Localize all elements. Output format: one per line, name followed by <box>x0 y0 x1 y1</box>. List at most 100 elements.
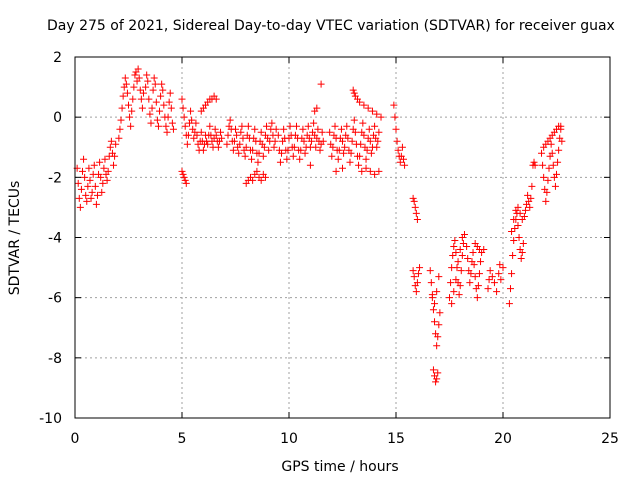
data-point <box>358 167 366 175</box>
data-point <box>449 252 457 260</box>
data-point <box>428 291 436 299</box>
data-point <box>214 143 222 151</box>
data-point <box>85 164 93 172</box>
data-point <box>511 224 519 232</box>
data-point <box>524 191 532 199</box>
data-point <box>455 291 463 299</box>
data-point <box>318 128 326 136</box>
data-point <box>190 134 198 142</box>
data-point <box>558 137 566 145</box>
data-point <box>117 116 125 124</box>
data-point <box>248 155 256 163</box>
x-tick-label: 0 <box>71 431 80 447</box>
data-point <box>360 101 368 109</box>
data-point <box>539 161 547 169</box>
data-point <box>122 80 130 88</box>
data-point <box>366 137 374 145</box>
data-point <box>127 122 135 130</box>
data-point <box>452 249 460 257</box>
y-tick-label: 0 <box>53 110 62 126</box>
data-point <box>452 276 460 284</box>
data-point <box>144 77 152 85</box>
data-point <box>505 300 513 308</box>
data-point <box>125 101 132 109</box>
data-point <box>166 89 174 97</box>
data-point <box>447 279 455 287</box>
data-point <box>557 122 565 130</box>
data-point <box>158 80 166 88</box>
data-point <box>359 119 367 127</box>
data-point <box>187 107 195 115</box>
data-point <box>136 86 144 94</box>
data-point <box>519 240 527 248</box>
data-point <box>357 140 365 148</box>
data-point <box>229 146 237 154</box>
data-point <box>366 167 374 175</box>
data-point <box>147 119 155 127</box>
grid-lines <box>75 57 610 418</box>
data-point <box>377 113 385 121</box>
data-point <box>241 152 249 160</box>
data-point <box>249 146 257 154</box>
data-point <box>239 134 247 142</box>
data-point <box>373 110 381 118</box>
data-point <box>93 191 101 199</box>
data-point <box>339 164 346 172</box>
data-point <box>261 173 269 181</box>
data-point <box>520 212 528 220</box>
data-point <box>356 98 364 106</box>
data-point <box>530 158 538 166</box>
data-point <box>115 134 123 142</box>
x-tick-label: 20 <box>494 431 512 447</box>
data-point <box>429 366 437 374</box>
data-point <box>169 125 177 133</box>
data-point <box>180 113 188 121</box>
data-point <box>416 264 424 272</box>
data-point <box>510 215 518 223</box>
data-point <box>343 122 351 130</box>
data-point <box>223 140 231 148</box>
data-point <box>484 285 492 293</box>
y-tick-label: -6 <box>48 291 62 307</box>
data-point <box>286 122 294 130</box>
data-point <box>119 92 127 100</box>
data-point <box>409 267 417 275</box>
data-point <box>528 182 536 190</box>
data-point <box>497 276 505 284</box>
data-point <box>168 119 176 127</box>
data-point <box>451 237 459 245</box>
data-point <box>233 131 241 139</box>
data-point <box>371 170 379 178</box>
data-point <box>162 122 170 130</box>
data-point <box>306 161 314 169</box>
data-point <box>204 140 212 148</box>
data-point <box>518 249 526 257</box>
data-point <box>435 321 443 329</box>
data-point <box>496 261 504 269</box>
data-point <box>471 273 479 281</box>
data-point <box>396 158 404 166</box>
data-point <box>454 258 462 266</box>
data-point <box>280 125 288 133</box>
data-point <box>460 230 468 238</box>
data-point <box>224 131 232 139</box>
y-tick-labels: 2 0 -2 -4 -6 -8 -10 <box>39 50 62 427</box>
data-point <box>118 104 126 112</box>
data-point <box>362 155 370 163</box>
data-point <box>434 369 442 377</box>
data-point <box>154 122 162 130</box>
data-point <box>263 122 271 130</box>
data-point <box>526 203 534 211</box>
data-point <box>276 158 284 166</box>
data-point <box>304 122 312 130</box>
data-point <box>157 92 165 100</box>
data-point <box>433 342 441 350</box>
data-point <box>300 137 308 145</box>
data-point <box>126 113 134 121</box>
data-point <box>97 173 105 181</box>
data-point <box>347 149 355 157</box>
data-point <box>135 74 143 82</box>
data-point <box>551 182 559 190</box>
data-point <box>399 155 407 163</box>
data-point <box>211 125 219 133</box>
